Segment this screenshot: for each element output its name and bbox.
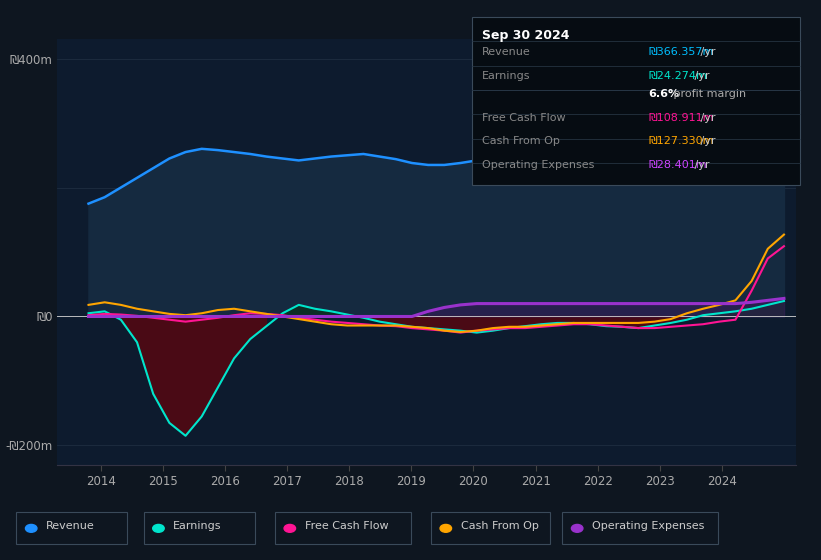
Text: Revenue: Revenue (46, 521, 94, 530)
Text: Cash From Op: Cash From Op (482, 136, 560, 146)
Text: Cash From Op: Cash From Op (461, 521, 539, 530)
Text: ₪28.401m: ₪28.401m (649, 160, 707, 170)
Text: /yr: /yr (691, 71, 710, 81)
Text: 6.6%: 6.6% (649, 89, 680, 99)
Text: profit margin: profit margin (670, 89, 746, 99)
Text: /yr: /yr (696, 113, 715, 123)
Text: ₪108.911m: ₪108.911m (649, 113, 714, 123)
Text: /yr: /yr (691, 160, 710, 170)
Text: Revenue: Revenue (482, 47, 530, 57)
Text: Free Cash Flow: Free Cash Flow (482, 113, 566, 123)
Text: Operating Expenses: Operating Expenses (482, 160, 594, 170)
Text: ₪366.357m: ₪366.357m (649, 47, 714, 57)
Text: ₪127.330m: ₪127.330m (649, 136, 714, 146)
Text: Earnings: Earnings (173, 521, 222, 530)
Text: ₪24.274m: ₪24.274m (649, 71, 708, 81)
Text: Earnings: Earnings (482, 71, 530, 81)
Text: Free Cash Flow: Free Cash Flow (305, 521, 388, 530)
Text: /yr: /yr (696, 136, 715, 146)
Text: /yr: /yr (696, 47, 715, 57)
Text: Operating Expenses: Operating Expenses (592, 521, 704, 530)
Text: Sep 30 2024: Sep 30 2024 (482, 29, 570, 42)
